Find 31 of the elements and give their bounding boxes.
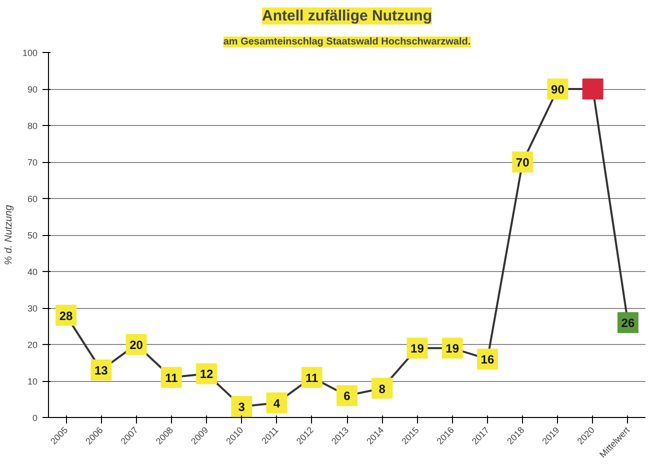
y-tick-label: 60 [27, 194, 38, 204]
y-tick-label: 50 [27, 230, 38, 240]
y-tick-label: 10 [27, 376, 38, 386]
data-label: 28 [59, 308, 74, 323]
y-axis-title: % d. Nutzung [3, 204, 14, 266]
y-tick-label: 100 [22, 48, 38, 58]
data-label: 26 [621, 316, 635, 330]
data-label: 4 [273, 396, 280, 410]
data-label: 11 [165, 370, 178, 385]
y-tick-label: 80 [27, 121, 38, 131]
data-label: 70 [516, 156, 530, 170]
chart-title: Antell zufällige Nutzung [262, 8, 432, 24]
data-label: 20 [130, 338, 144, 352]
data-label: 13 [94, 364, 108, 378]
point [582, 78, 604, 100]
y-tick-label: 20 [27, 340, 38, 350]
data-label: 12 [200, 367, 214, 382]
data-label: 6 [344, 389, 351, 404]
data-label: 90 [551, 82, 565, 96]
data-label: 19 [410, 342, 424, 356]
data-label: 16 [480, 352, 494, 367]
y-tick-label: 70 [27, 158, 38, 168]
y-tick-label: 90 [27, 84, 38, 94]
chart-subtitle: am Gesamteinschlag Staatswald Hochschwarzwald. [223, 36, 471, 48]
y-tick-label: 40 [27, 267, 38, 277]
y-tick-label: 0 [32, 413, 38, 423]
y-tick-label: 30 [27, 304, 38, 314]
data-label: 3 [238, 400, 246, 414]
data-label: 19 [446, 342, 460, 356]
data-label: 8 [378, 382, 386, 396]
data-label: 11 [306, 370, 319, 385]
